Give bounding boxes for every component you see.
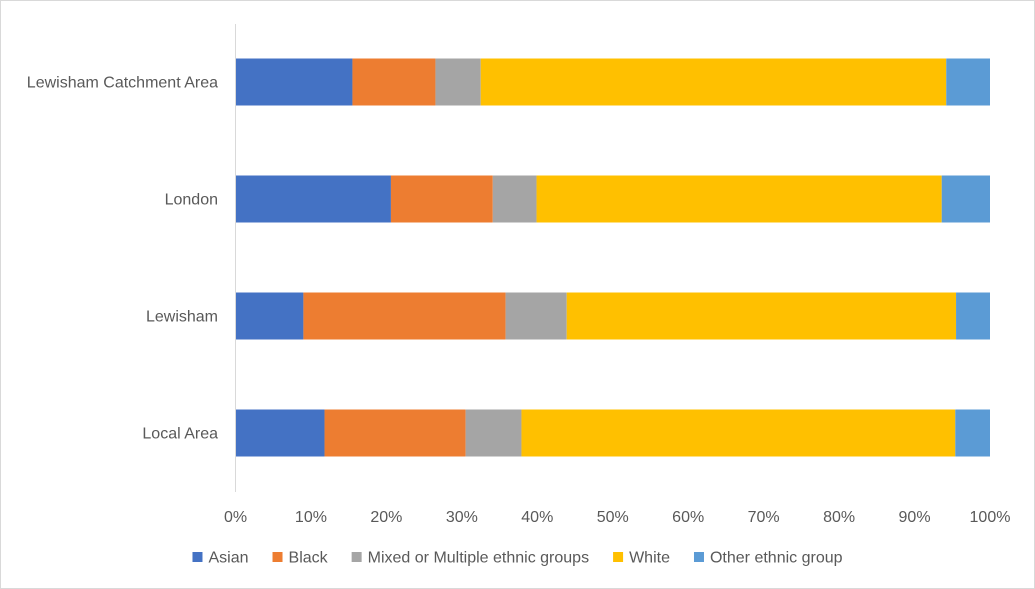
x-tick-label: 100% [970,509,1011,526]
legend-label: Other ethnic group [710,550,843,567]
legend-swatch [693,552,704,562]
legend-swatch [272,552,283,562]
legend-swatch [613,552,624,562]
x-tick-label: 90% [899,509,931,526]
bar-segment-london-black [390,175,493,223]
legend-swatch [192,552,203,562]
x-tick-label: 0% [224,509,247,526]
legend-label: White [629,550,670,567]
y-tick-label: Local Area [142,426,218,443]
x-tick-label: 70% [748,509,780,526]
bar-segment-lewisham-asian [235,292,304,340]
legend-item-other-ethnic-group: Other ethnic group [693,550,843,567]
bar-segment-lewisham-white [566,292,957,340]
x-tick-label: 10% [295,509,327,526]
bar-segment-london-other-ethnic-group [941,175,990,223]
legend-label: Mixed or Multiple ethnic groups [368,550,589,567]
x-tick-label: 40% [521,509,553,526]
y-tick-label: London [165,192,218,209]
bar-segment-london-white [536,175,942,223]
legend-label: Asian [208,550,248,567]
bars-layer [235,58,990,457]
legend-item-asian: Asian [192,550,249,567]
bar-segment-lewisham-catchment-area-mixed-or-multiple-ethnic-groups [435,58,481,106]
x-tick-label: 80% [823,509,855,526]
bar-segment-local-area-asian [235,409,325,457]
bar-segment-local-area-white [521,409,956,457]
bar-segment-lewisham-mixed-or-multiple-ethnic-groups [505,292,567,340]
bar-segment-local-area-other-ethnic-group [955,409,990,457]
bar-segment-london-asian [235,175,391,223]
bar-segment-lewisham-catchment-area-black [352,58,436,106]
y-tick-label: Lewisham [146,309,218,326]
bar-segment-lewisham-black [303,292,506,340]
bar-segment-local-area-black [324,409,466,457]
legend-item-black: Black [272,550,329,567]
bar-segment-lewisham-other-ethnic-group [956,292,990,340]
x-tick-label: 50% [597,509,629,526]
bar-segment-london-mixed-or-multiple-ethnic-groups [492,175,537,223]
x-axis-labels: 0% 10% 20% 30% 40% 50% 60% 70% 80% 90% 100% [224,509,1011,526]
y-tick-label: Lewisham Catchment Area [27,75,218,92]
bar-segment-lewisham-catchment-area-other-ethnic-group [946,58,990,106]
legend-item-white: White [613,550,670,567]
bar-segment-lewisham-catchment-area-white [480,58,947,106]
bar-segment-local-area-mixed-or-multiple-ethnic-groups [465,409,522,457]
x-tick-label: 60% [672,509,704,526]
bar-segment-lewisham-catchment-area-asian [235,58,353,106]
legend-label: Black [289,550,329,567]
legend-swatch [351,552,362,562]
y-axis-labels: Lewisham Catchment Area London Lewisham Loc… [27,75,218,443]
legend-item-mixed-or-multiple-ethnic-groups: Mixed or Multiple ethnic groups [351,550,589,567]
legend: Asian Black Mixed or Multiple ethnic group… [192,550,843,567]
x-tick-label: 30% [446,509,478,526]
x-tick-label: 20% [370,509,402,526]
